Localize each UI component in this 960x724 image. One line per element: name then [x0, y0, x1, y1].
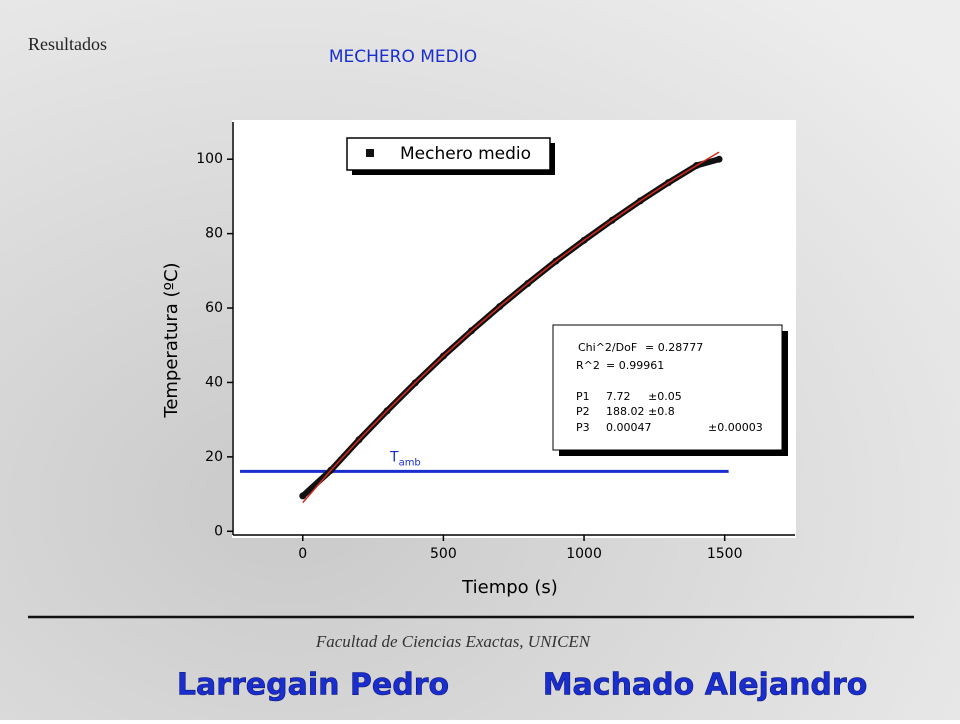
report-cell: ±0.8: [648, 405, 675, 418]
report-cell: 0.00047: [606, 421, 652, 434]
report-cell: Chi^2/DoF: [578, 341, 637, 354]
report-cell: ±0.00003: [708, 421, 763, 434]
footer: Facultad de Ciencias Exactas, UNICEN: [315, 632, 592, 651]
report-cell: 7.72: [606, 390, 631, 403]
report-cell: ±0.05: [648, 390, 682, 403]
section-title: Resultados: [28, 34, 107, 54]
x-axis-label: Tiempo (s): [461, 577, 558, 598]
legend-marker: [366, 149, 374, 157]
report-cell: R^2: [576, 359, 600, 372]
data-point: [715, 155, 723, 163]
legend-box: [346, 137, 551, 171]
x-tick-label: 0: [298, 546, 307, 562]
fit-line: [302, 151, 720, 504]
y-tick-label: 20: [205, 449, 223, 465]
reference-symbol: T: [389, 449, 399, 465]
x-tick-label: 1500: [707, 546, 743, 562]
report-cell: = 0.28777: [645, 341, 703, 354]
author: Larregain Pedro: [177, 668, 449, 703]
report-cell: = 0.99961: [606, 359, 664, 372]
legend-label: Mechero medio: [400, 144, 531, 164]
slide-heading: MECHERO MEDIO: [329, 47, 477, 67]
x-tick-label: 1000: [566, 546, 602, 562]
author: Machado Alejandro: [543, 668, 868, 703]
y-tick-label: 0: [214, 523, 223, 539]
x-tick-label: 500: [430, 546, 457, 562]
report-cell: P3: [576, 421, 590, 434]
y-tick-label: 60: [205, 300, 223, 316]
report-cell: 188.02: [606, 405, 645, 418]
reference-label: Tamb: [389, 449, 421, 468]
y-tick-label: 100: [196, 151, 223, 167]
y-tick-label: 40: [205, 374, 223, 390]
y-axis-label: Temperatura (ºC): [161, 262, 182, 418]
reference-subscript: amb: [399, 457, 421, 468]
report-box: [552, 324, 783, 451]
data-point: [299, 492, 307, 500]
report-cell: P1: [576, 390, 590, 403]
report-cell: P2: [576, 405, 590, 418]
y-tick-label: 80: [205, 226, 223, 242]
